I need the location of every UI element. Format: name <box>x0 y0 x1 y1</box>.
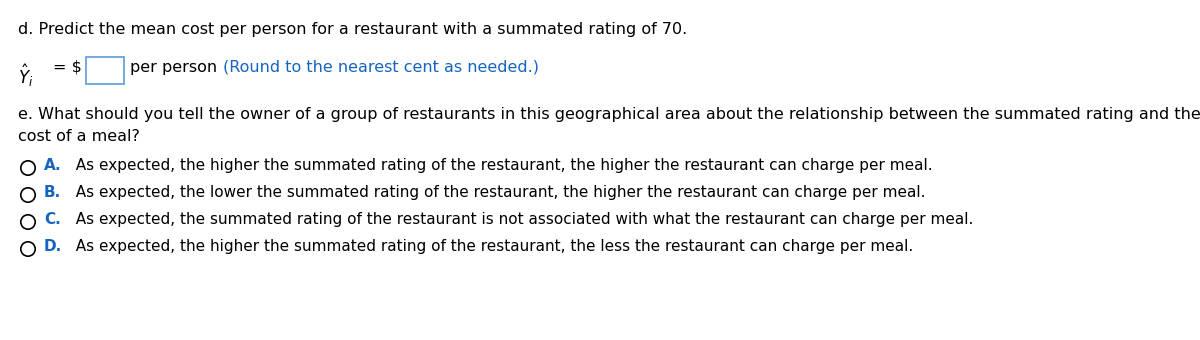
Text: = $: = $ <box>53 60 82 75</box>
Text: D.: D. <box>44 239 62 254</box>
Text: As expected, the lower the summated rating of the restaurant, the higher the res: As expected, the lower the summated rati… <box>66 185 925 200</box>
Text: As expected, the higher the summated rating of the restaurant, the higher the re: As expected, the higher the summated rat… <box>66 158 932 173</box>
Text: A.: A. <box>44 158 61 173</box>
Text: C.: C. <box>44 212 61 227</box>
Text: per person: per person <box>130 60 222 75</box>
Text: d. Predict the mean cost per person for a restaurant with a summated rating of 7: d. Predict the mean cost per person for … <box>18 22 688 37</box>
Text: $\hat{Y}_i$: $\hat{Y}_i$ <box>18 62 34 89</box>
Text: B.: B. <box>44 185 61 200</box>
Text: cost of a meal?: cost of a meal? <box>18 129 140 144</box>
Text: e. What should you tell the owner of a group of restaurants in this geographical: e. What should you tell the owner of a g… <box>18 107 1200 122</box>
Text: As expected, the summated rating of the restaurant is not associated with what t: As expected, the summated rating of the … <box>66 212 973 227</box>
Text: As expected, the higher the summated rating of the restaurant, the less the rest: As expected, the higher the summated rat… <box>66 239 913 254</box>
FancyBboxPatch shape <box>86 57 124 84</box>
Text: (Round to the nearest cent as needed.): (Round to the nearest cent as needed.) <box>223 60 539 75</box>
